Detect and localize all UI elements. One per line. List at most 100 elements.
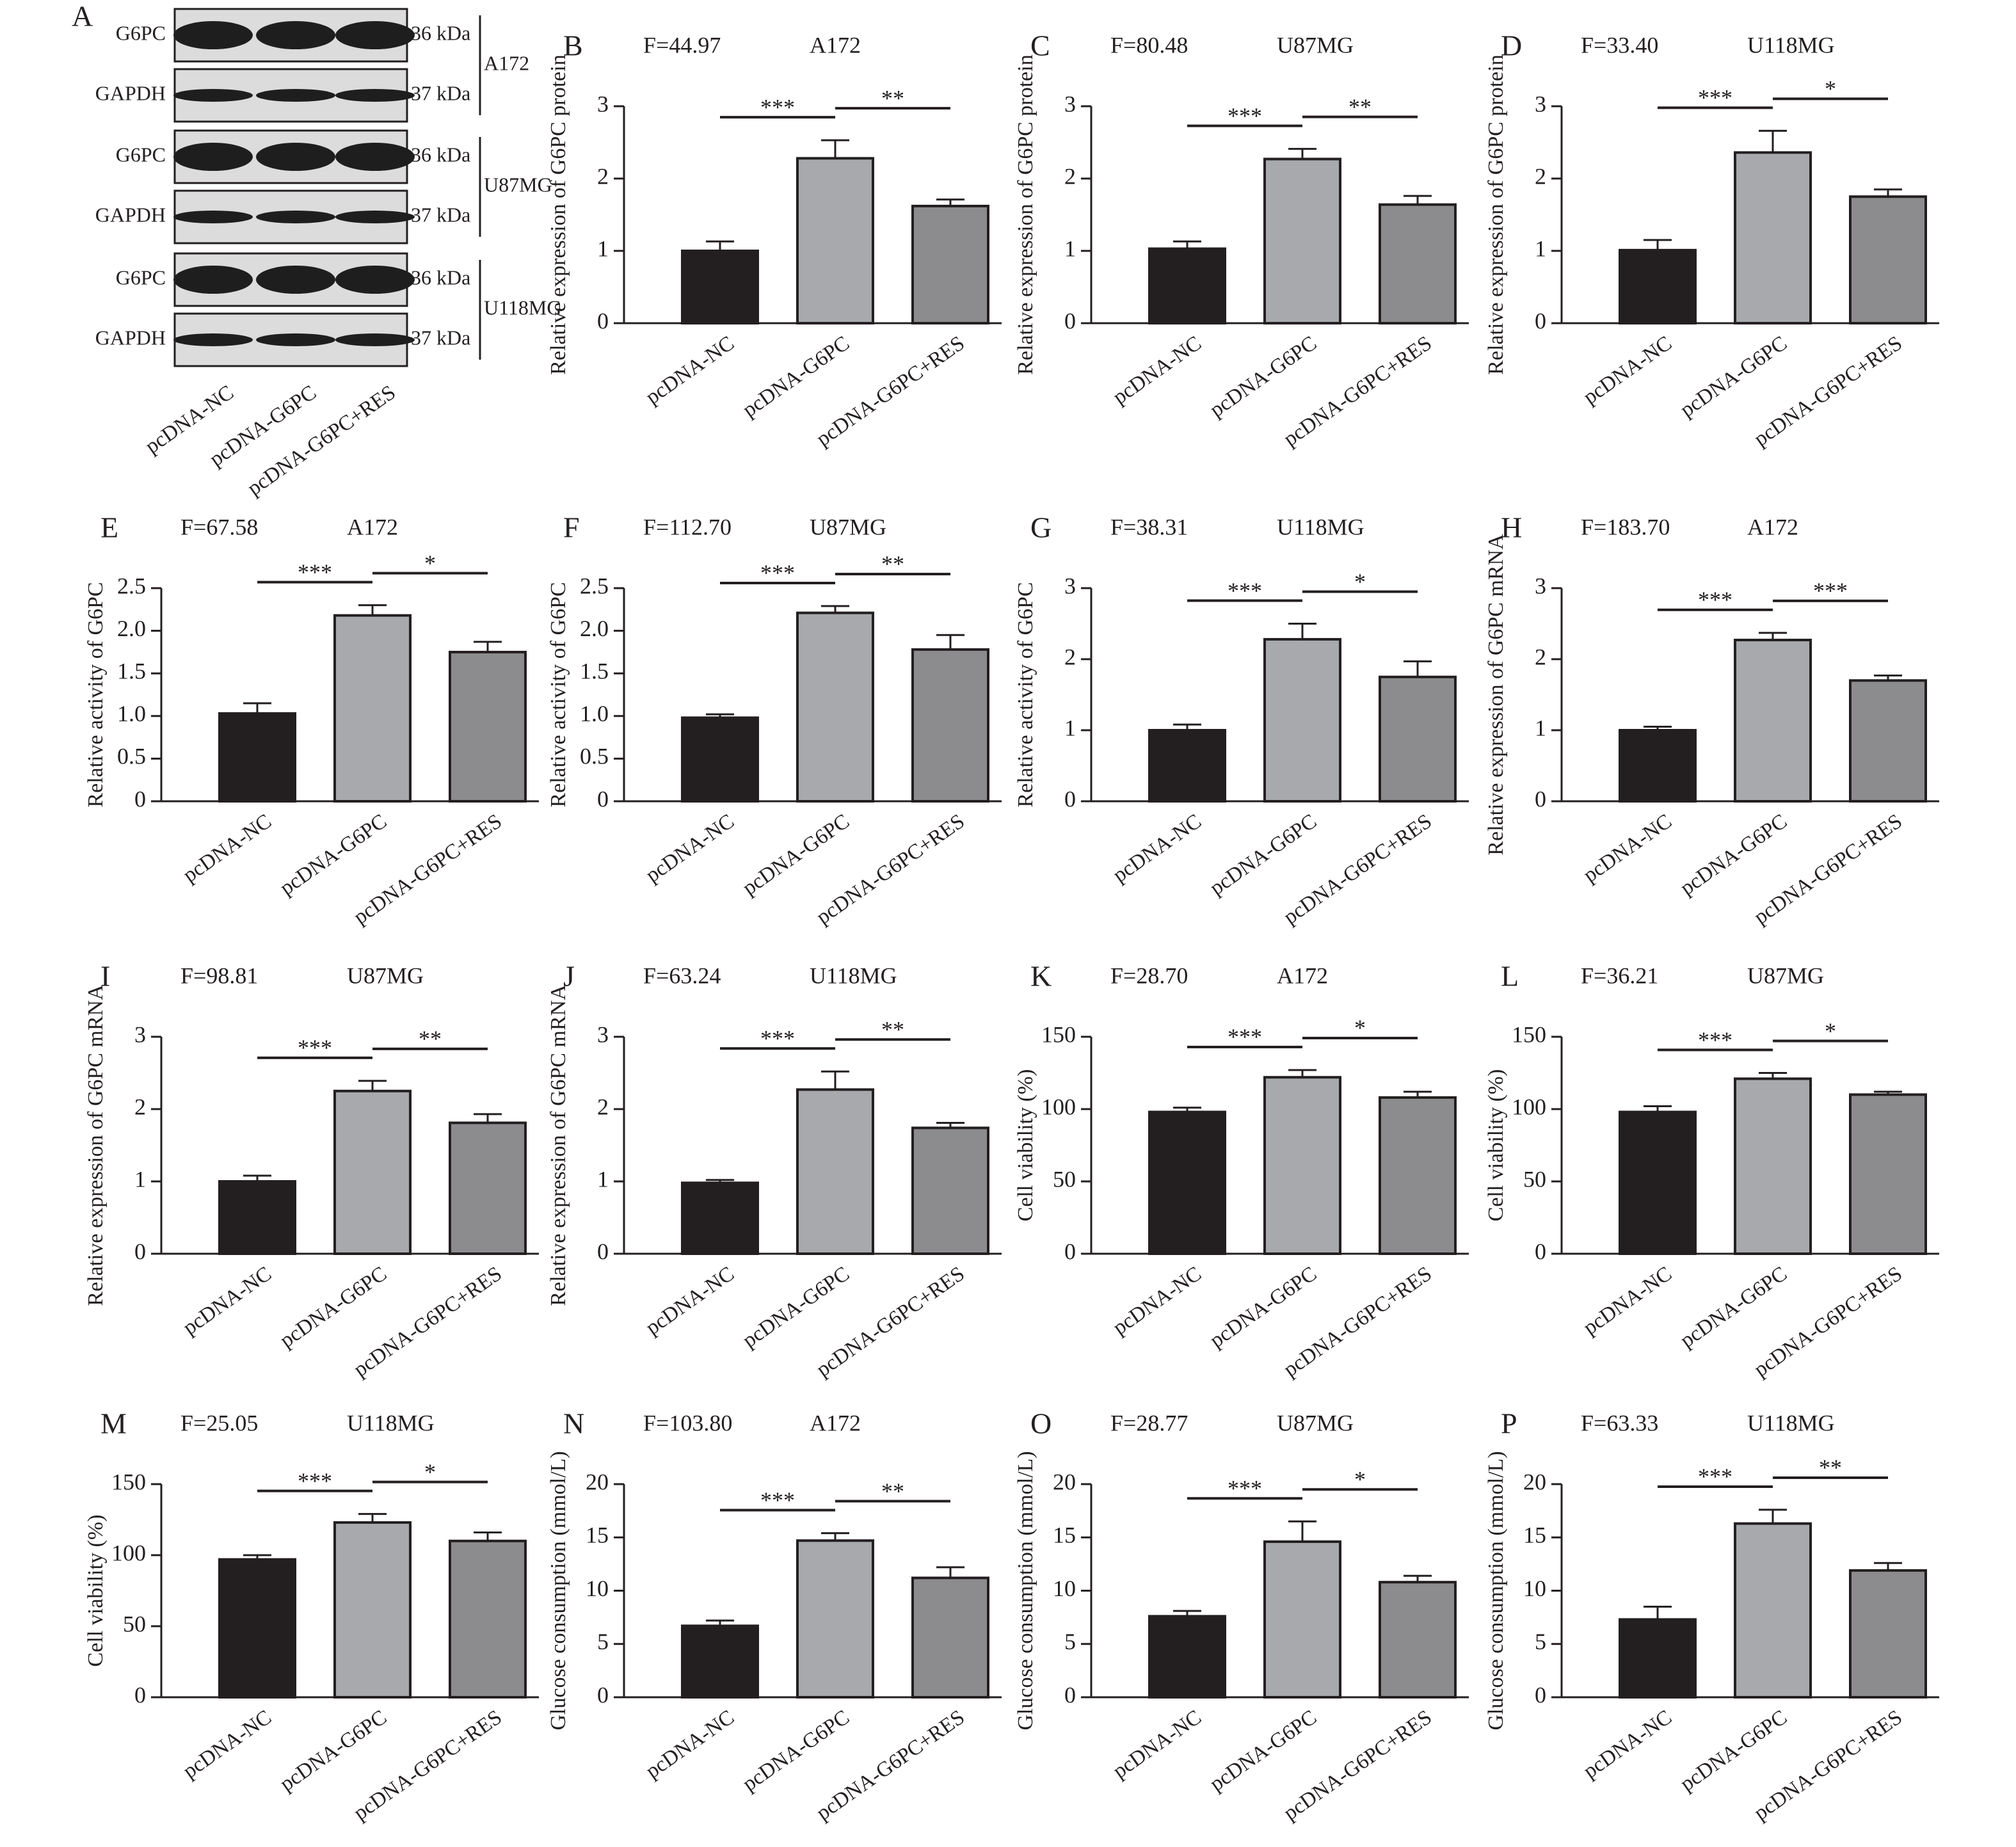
panel: F F=112.70 U87MG Relative activity of G6PC 0… bbox=[547, 511, 1002, 929]
cell-line: U118MG bbox=[810, 963, 897, 988]
y-axis-label: Relative expression of G6PC mRNA bbox=[84, 984, 108, 1306]
significance-label: *** bbox=[1228, 1476, 1262, 1501]
y-axis-label: Glucose consumption (mmol/L) bbox=[1014, 1451, 1037, 1730]
y-axis-label: Relative activity of G6PC bbox=[1014, 582, 1037, 807]
panel-letter: M bbox=[100, 1407, 127, 1440]
y-axis-label: Cell viability (%) bbox=[1014, 1069, 1037, 1222]
y-tick-label: 0 bbox=[1064, 786, 1076, 812]
significance-label: *** bbox=[298, 1468, 332, 1494]
blot-band bbox=[256, 89, 335, 102]
bar bbox=[333, 1521, 412, 1699]
y-tick-label: 5 bbox=[1535, 1629, 1546, 1654]
significance-label: * bbox=[424, 550, 436, 576]
x-tick-label: pcDNA-G6PC bbox=[1206, 332, 1321, 422]
y-tick-label: 20 bbox=[586, 1469, 609, 1494]
x-tick-label: pcDNA-NC bbox=[642, 810, 739, 887]
y-tick-label: 100 bbox=[1041, 1094, 1076, 1119]
y-tick-label: 1 bbox=[1064, 236, 1076, 261]
bar bbox=[218, 1180, 296, 1255]
blot-row-label: GAPDH bbox=[95, 203, 166, 226]
panel: J F=63.24 U118MG Relative expression of G6P… bbox=[547, 960, 1002, 1382]
y-axis-label: Glucose consumption (mmol/L) bbox=[1484, 1451, 1508, 1730]
bar bbox=[218, 1558, 296, 1699]
bar bbox=[681, 1181, 759, 1256]
panel-letter: H bbox=[1501, 511, 1522, 544]
panel: P F=63.33 U118MG Glucose consumption (mmol/… bbox=[1484, 1407, 1939, 1825]
x-tick-label: pcDNA-NC bbox=[1109, 1262, 1206, 1339]
bar bbox=[1734, 639, 1812, 803]
significance-label: ** bbox=[1348, 94, 1372, 120]
bar bbox=[1263, 637, 1341, 803]
significance-label: *** bbox=[1228, 1024, 1262, 1050]
y-tick-label: 0 bbox=[134, 786, 146, 812]
bar bbox=[1263, 1076, 1341, 1256]
blot-band bbox=[173, 211, 253, 223]
blot-row-label: G6PC bbox=[116, 266, 166, 289]
blot-band bbox=[173, 21, 253, 49]
panel-letter: G bbox=[1030, 511, 1052, 544]
bar bbox=[1148, 1110, 1226, 1256]
significance-label: *** bbox=[1698, 587, 1732, 612]
significance-label: ** bbox=[881, 85, 904, 111]
y-tick-label: 0 bbox=[597, 308, 609, 333]
y-tick-label: 1.5 bbox=[580, 658, 609, 684]
y-tick-label: 0 bbox=[1535, 786, 1546, 812]
bar bbox=[1263, 157, 1341, 325]
x-tick-label: pcDNA-NC bbox=[1109, 1706, 1206, 1783]
significance-label: *** bbox=[760, 1026, 795, 1051]
y-axis-label: Relative expression of G6PC protein bbox=[1484, 54, 1508, 374]
panel: G F=38.31 U118MG Relative activity of G6PC 0… bbox=[1014, 511, 1469, 929]
bar bbox=[796, 157, 874, 325]
bar bbox=[1849, 679, 1927, 803]
y-tick-label: 15 bbox=[586, 1523, 609, 1548]
y-tick-label: 3 bbox=[1064, 91, 1076, 116]
blot-band bbox=[256, 266, 335, 294]
bar bbox=[218, 712, 296, 803]
y-tick-label: 3 bbox=[1535, 573, 1546, 598]
bar bbox=[1734, 1077, 1812, 1256]
x-tick-label: pcDNA-G6PC bbox=[739, 332, 854, 422]
y-tick-label: 0 bbox=[134, 1682, 146, 1707]
y-tick-label: 150 bbox=[111, 1469, 146, 1494]
y-tick-label: 2.5 bbox=[117, 573, 146, 598]
panel: M F=25.05 U118MG Cell viability (%) 0 50 100 15… bbox=[84, 1407, 539, 1825]
y-tick-label: 20 bbox=[1523, 1469, 1546, 1494]
cell-line: U118MG bbox=[1747, 1410, 1835, 1435]
f-statistic: F=103.80 bbox=[643, 1410, 732, 1435]
x-tick-label: pcDNA-G6PC bbox=[1206, 810, 1321, 900]
blot-band bbox=[256, 143, 335, 171]
bar bbox=[1263, 1540, 1341, 1699]
bar bbox=[1619, 1110, 1697, 1256]
cell-line: U87MG bbox=[1747, 963, 1824, 988]
f-statistic: F=112.70 bbox=[643, 514, 732, 540]
panel-letter: O bbox=[1030, 1407, 1052, 1440]
blot-cell-line: U87MG bbox=[484, 173, 552, 196]
y-tick-label: 100 bbox=[111, 1540, 146, 1565]
y-tick-label: 1 bbox=[1064, 715, 1076, 740]
y-tick-label: 2.0 bbox=[580, 616, 609, 641]
cell-line: U87MG bbox=[347, 963, 424, 988]
bar bbox=[911, 204, 989, 324]
blot-band bbox=[335, 211, 415, 223]
blot-band bbox=[335, 266, 415, 294]
f-statistic: F=67.58 bbox=[180, 514, 258, 540]
cell-line: A172 bbox=[1277, 963, 1328, 988]
y-axis-label: Relative expression of G6PC protein bbox=[547, 54, 570, 374]
bar bbox=[1619, 729, 1697, 803]
y-tick-label: 3 bbox=[134, 1021, 146, 1047]
panel: I F=98.81 U87MG Relative expression of G6PC… bbox=[84, 960, 539, 1382]
y-tick-label: 0 bbox=[134, 1238, 146, 1264]
significance-label: ** bbox=[881, 1017, 904, 1043]
x-tick-label: pcDNA-G6PC bbox=[739, 810, 854, 900]
y-tick-label: 3 bbox=[1535, 91, 1546, 116]
x-tick-label: pcDNA-G6PC bbox=[276, 1706, 391, 1796]
f-statistic: F=25.05 bbox=[180, 1410, 258, 1435]
x-tick-label: pcDNA-G6PC bbox=[276, 1262, 391, 1352]
significance-label: *** bbox=[760, 560, 795, 586]
significance-label: ** bbox=[881, 551, 904, 577]
blot-band bbox=[173, 333, 253, 346]
panel-letter: A bbox=[72, 0, 93, 33]
x-tick-label: pcDNA-NC bbox=[642, 332, 739, 409]
y-tick-label: 0 bbox=[1064, 1238, 1076, 1264]
cell-line: A172 bbox=[347, 514, 398, 540]
